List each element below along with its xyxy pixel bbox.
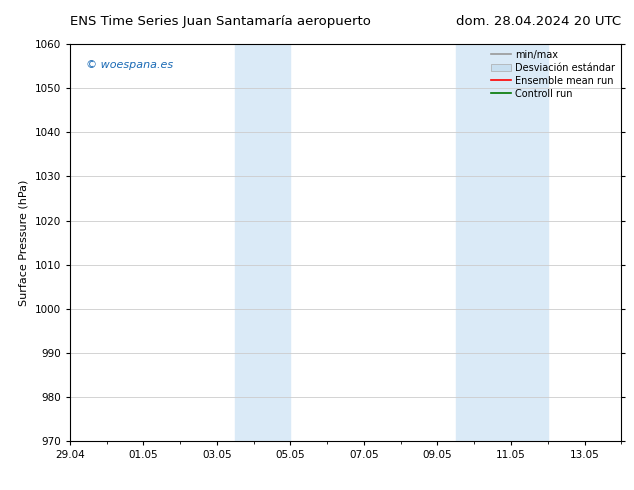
Y-axis label: Surface Pressure (hPa): Surface Pressure (hPa) [19, 179, 29, 306]
Legend: min/max, Desviación estándar, Ensemble mean run, Controll run: min/max, Desviación estándar, Ensemble m… [488, 46, 619, 102]
Bar [235, 44, 290, 441]
Bar [456, 44, 548, 441]
Text: ENS Time Series Juan Santamaría aeropuerto: ENS Time Series Juan Santamaría aeropuer… [70, 15, 371, 28]
Text: © woespana.es: © woespana.es [86, 60, 174, 70]
Text: dom. 28.04.2024 20 UTC: dom. 28.04.2024 20 UTC [456, 15, 621, 28]
